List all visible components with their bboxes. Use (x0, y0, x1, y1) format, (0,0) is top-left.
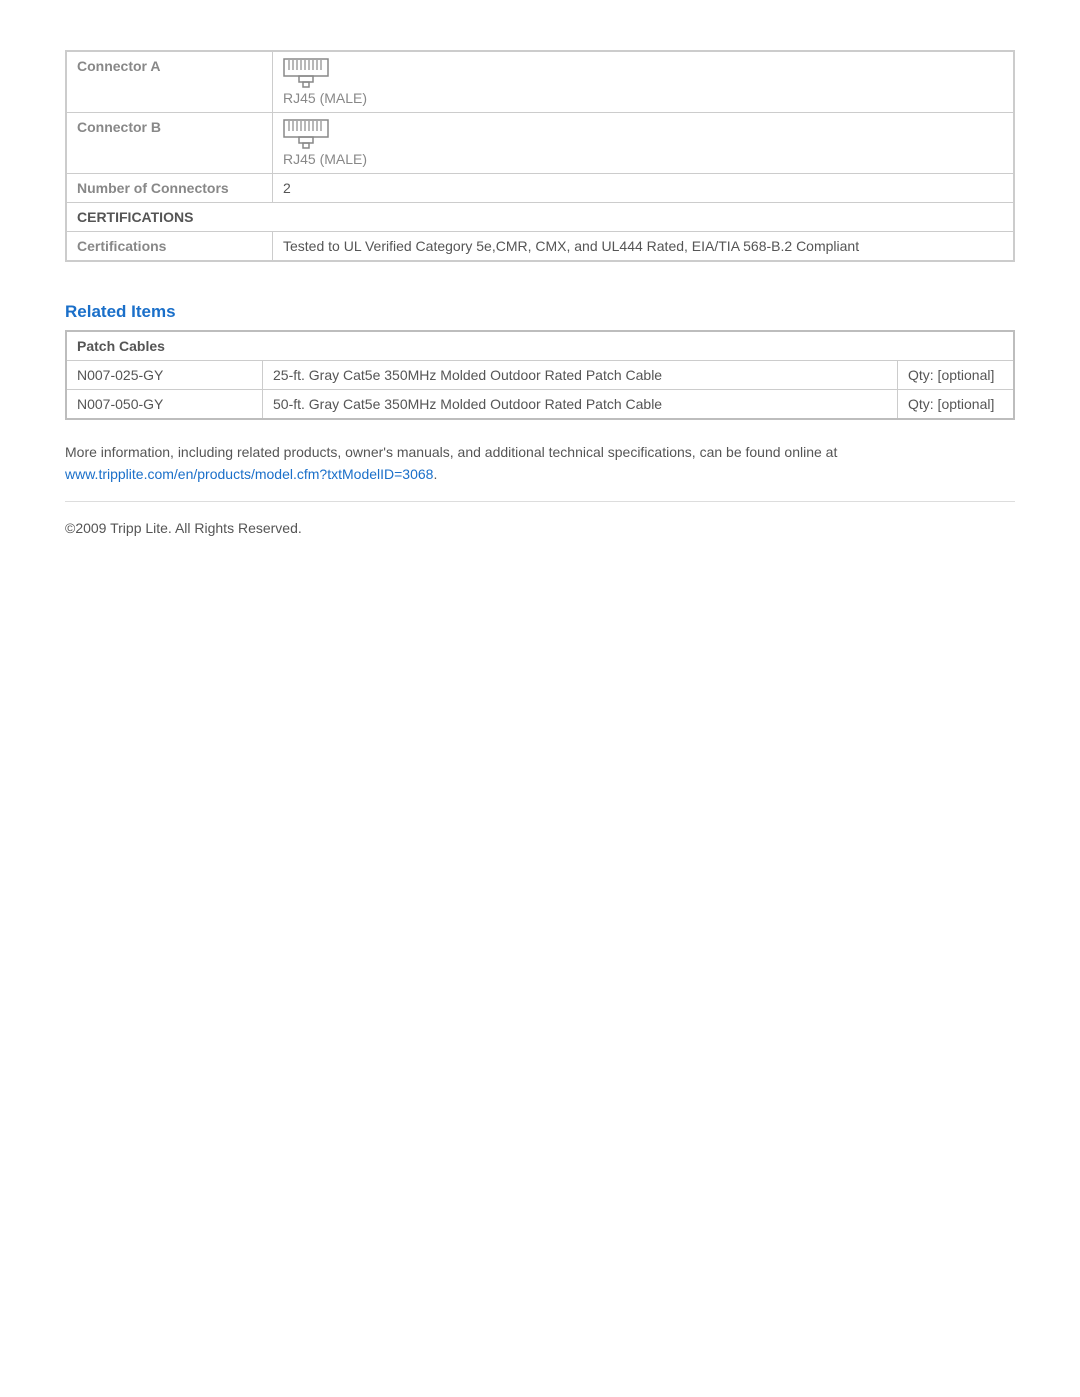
rj45-connector-icon (283, 119, 329, 149)
table-row: N007-025-GY 25-ft. Gray Cat5e 350MHz Mol… (66, 361, 1014, 390)
spec-label: Connector B (66, 113, 273, 174)
spec-value: 2 (273, 174, 1015, 203)
spec-label: Number of Connectors (66, 174, 273, 203)
related-group-label: Patch Cables (66, 331, 1014, 361)
more-info-suffix: . (433, 466, 437, 482)
related-items-heading: Related Items (65, 302, 1015, 322)
spec-value-connector-b: RJ45 (MALE) (273, 113, 1015, 174)
spec-label: Certifications (66, 232, 273, 262)
related-qty: Qty: [optional] (898, 361, 1015, 390)
more-info-text: More information, including related prod… (65, 444, 837, 460)
spec-label: Connector A (66, 51, 273, 113)
more-info-paragraph: More information, including related prod… (65, 442, 1015, 485)
related-sku: N007-025-GY (66, 361, 263, 390)
more-info-link[interactable]: www.tripplite.com/en/products/model.cfm?… (65, 466, 433, 482)
related-group-header-row: Patch Cables (66, 331, 1014, 361)
divider (65, 501, 1015, 502)
section-header-certifications: CERTIFICATIONS (66, 203, 1014, 232)
related-qty: Qty: [optional] (898, 390, 1015, 420)
table-row: Certifications Tested to UL Verified Cat… (66, 232, 1014, 262)
connector-b-text: RJ45 (MALE) (283, 151, 367, 167)
related-sku: N007-050-GY (66, 390, 263, 420)
spec-value-connector-a: RJ45 (MALE) (273, 51, 1015, 113)
spec-value: Tested to UL Verified Category 5e,CMR, C… (273, 232, 1015, 262)
table-row: Number of Connectors 2 (66, 174, 1014, 203)
table-row: Connector A RJ45 (MALE) (66, 51, 1014, 113)
section-header-row: CERTIFICATIONS (66, 203, 1014, 232)
table-row: N007-050-GY 50-ft. Gray Cat5e 350MHz Mol… (66, 390, 1014, 420)
rj45-connector-icon (283, 58, 329, 88)
related-desc: 25-ft. Gray Cat5e 350MHz Molded Outdoor … (263, 361, 898, 390)
spec-table: Connector A RJ45 (MALE) (65, 50, 1015, 262)
connector-a-text: RJ45 (MALE) (283, 90, 367, 106)
related-items-table: Patch Cables N007-025-GY 25-ft. Gray Cat… (65, 330, 1015, 420)
copyright: ©2009 Tripp Lite. All Rights Reserved. (65, 520, 1015, 536)
table-row: Connector B RJ45 (MALE) (66, 113, 1014, 174)
related-desc: 50-ft. Gray Cat5e 350MHz Molded Outdoor … (263, 390, 898, 420)
